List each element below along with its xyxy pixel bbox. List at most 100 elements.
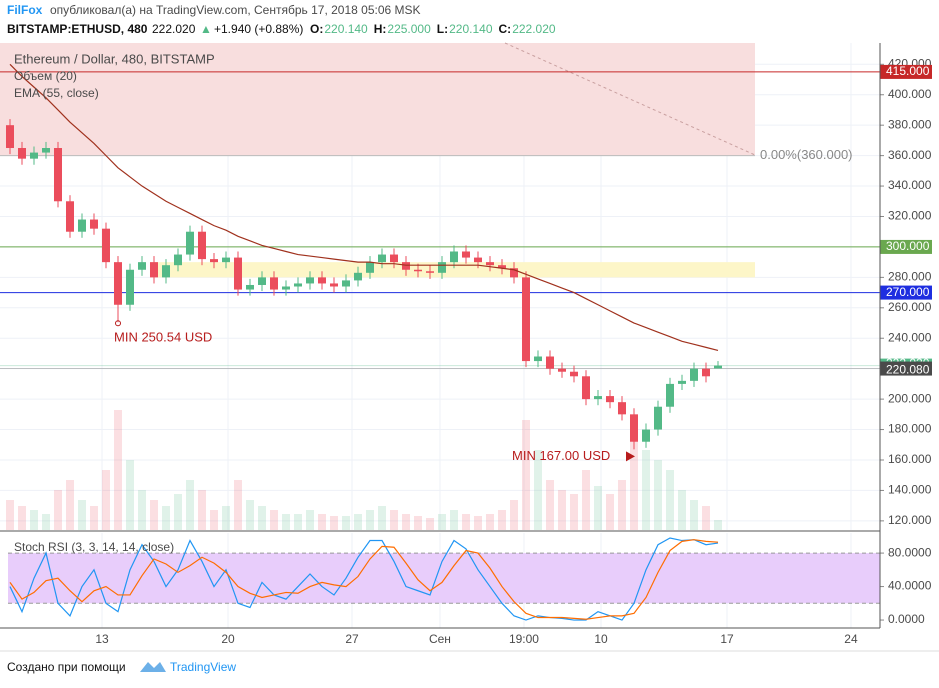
candle-body <box>413 269 422 272</box>
y-tick-label: 400.000 <box>888 87 932 101</box>
trend-line <box>504 42 756 156</box>
volume-bar <box>701 506 710 530</box>
volume-bar <box>233 480 242 530</box>
volume-bar <box>293 514 302 530</box>
volume-bar <box>569 494 578 530</box>
volume-bar <box>173 494 182 530</box>
candle-body <box>509 268 518 278</box>
candle-body <box>53 148 62 202</box>
ema-line <box>9 63 719 352</box>
candle-body <box>137 262 146 270</box>
author[interactable]: FilFox <box>7 3 43 17</box>
legend-title: Ethereum / Dollar, 480, BITSTAMP <box>14 51 215 66</box>
annotation-marker <box>626 451 635 462</box>
annotation: MIN 167.00 USD <box>512 448 610 463</box>
candle-body <box>341 280 350 287</box>
ohlc-value: 222.020 <box>512 22 556 36</box>
volume-bar <box>197 490 206 530</box>
candle-body <box>329 283 338 287</box>
y-tick-label: 280.000 <box>888 270 932 284</box>
volume-bar <box>305 510 314 530</box>
volume-bar <box>413 516 422 530</box>
ohlc-key: H: <box>374 22 387 36</box>
volume-bar <box>557 490 566 530</box>
candle-body <box>353 272 362 281</box>
y-tick-label: 200.000 <box>888 391 932 405</box>
x-tick-label: 27 <box>345 632 359 646</box>
ohlc-key: O: <box>310 22 323 36</box>
volume-bar <box>677 490 686 530</box>
volume-bar <box>269 510 278 530</box>
candle-body <box>629 414 638 442</box>
candle-body <box>245 284 254 290</box>
x-tick-label: 13 <box>95 632 109 646</box>
volume-bar <box>377 506 386 530</box>
volume-bar <box>41 514 50 530</box>
logo <box>140 662 166 672</box>
candle-body <box>77 219 86 232</box>
x-tick-label: 10 <box>594 632 608 646</box>
y-tick-label: 120.000 <box>888 513 932 527</box>
stoch-band <box>8 553 880 604</box>
candle-body <box>641 429 650 442</box>
volume-bar <box>545 480 554 530</box>
y-tick-label: 320.000 <box>888 209 932 223</box>
volume-bar <box>17 506 26 530</box>
candle-body <box>689 368 698 381</box>
volume-bar <box>629 440 638 530</box>
candle-body <box>485 262 494 266</box>
x-tick-label: 24 <box>844 632 858 646</box>
x-tick-label: 19:00 <box>509 632 539 646</box>
candle-body <box>209 259 218 263</box>
volume-bar <box>593 486 602 530</box>
candle-body <box>17 148 26 159</box>
candle-body <box>125 269 134 305</box>
footer-text: Создано при помощи <box>7 660 126 674</box>
volume-bar <box>185 480 194 530</box>
volume-bar <box>473 516 482 530</box>
candle-body <box>281 286 290 290</box>
y-tick-label: 0.0000 <box>888 612 925 626</box>
footer-brand[interactable]: TradingView <box>170 660 236 674</box>
volume-bar <box>245 500 254 530</box>
annotation: MIN 250.54 USD <box>114 330 212 345</box>
volume-bar <box>113 410 122 530</box>
ohlc-value: 220.140 <box>324 22 368 36</box>
volume-bar <box>449 510 458 530</box>
y-tick-label: 180.000 <box>888 422 932 436</box>
zone <box>0 43 755 156</box>
volume-bar <box>509 500 518 530</box>
volume-bar <box>137 490 146 530</box>
price-tag-label: 415.000 <box>886 64 930 78</box>
price-tag <box>880 361 932 376</box>
candle-body <box>389 254 398 263</box>
volume-bar <box>617 480 626 530</box>
candle-body <box>305 277 314 284</box>
candle-body <box>161 265 170 278</box>
volume-bar <box>425 518 434 530</box>
candle-body <box>221 257 230 263</box>
volume-bar <box>5 500 14 530</box>
candle-body <box>665 383 674 407</box>
volume-bar <box>497 510 506 530</box>
candle-body <box>185 231 194 255</box>
price-tag-label: 300.000 <box>886 239 930 253</box>
ohlc-value: 225.000 <box>387 22 431 36</box>
volume-bar <box>101 470 110 530</box>
volume-bar <box>329 516 338 530</box>
candle-body <box>173 254 182 266</box>
y-tick-label: 380.000 <box>888 117 932 131</box>
volume-bar <box>485 514 494 530</box>
candle-body <box>233 257 242 290</box>
volume-bar <box>401 514 410 530</box>
x-tick-label: Сен <box>429 632 451 646</box>
candle-body <box>593 396 602 400</box>
candle-body <box>29 152 38 159</box>
y-tick-label: 260.000 <box>888 300 932 314</box>
volume-bar <box>77 500 86 530</box>
volume-bar <box>161 506 170 530</box>
candle-body <box>317 277 326 284</box>
volume-bar <box>125 460 134 530</box>
arrow: ▲ <box>200 22 212 36</box>
price-tag-label: 220.080 <box>886 363 930 377</box>
